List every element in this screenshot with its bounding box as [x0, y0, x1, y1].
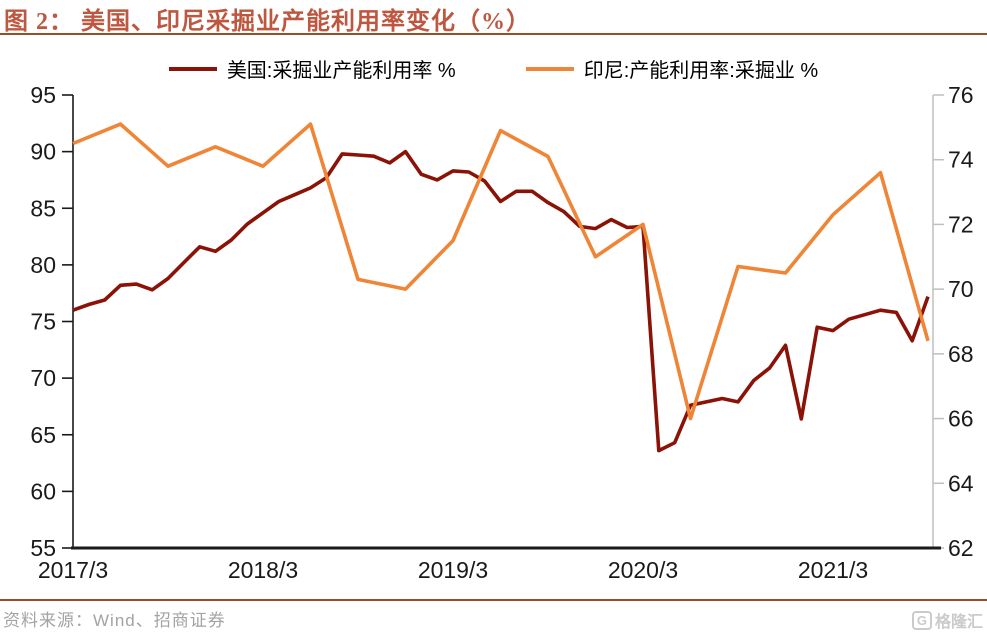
right-axis-tick-label: 76 [948, 82, 974, 108]
chart-legend: 美国:采掘业产能利用率 % 印尼:产能利用率:采掘业 % [0, 54, 987, 83]
right-y-axis: 62 64 66 68 70 72 74 76 [932, 82, 974, 561]
figure-title: 图 2： 美国、印尼采掘业产能利用率变化（%） [4, 9, 531, 35]
left-axis-tick-label: 85 [30, 195, 56, 221]
logo-g-icon: G [911, 610, 932, 630]
x-axis: 2017/3 2018/3 2019/3 2020/3 2021/3 [38, 546, 941, 583]
right-axis-tick-label: 64 [948, 470, 974, 496]
x-axis-tick-label: 2017/3 [38, 557, 108, 583]
left-axis-tick-label: 55 [30, 535, 56, 561]
left-axis-tick-label: 90 [30, 139, 56, 165]
left-axis-tick-label: 80 [30, 252, 56, 278]
indonesia-series-line [72, 122, 930, 421]
legend-label-us: 美国:采掘业产能利用率 % [226, 60, 456, 82]
logo-label: 格隆汇 [934, 614, 983, 631]
us-series-line [72, 149, 930, 453]
x-axis-tick-label: 2019/3 [418, 557, 488, 583]
left-axis-tick-label: 75 [30, 309, 56, 335]
legend-label-indonesia: 印尼:产能利用率:采掘业 % [583, 60, 819, 82]
left-axis-tick-label: 60 [30, 478, 56, 504]
right-axis-tick-label: 70 [948, 276, 974, 302]
indonesia-line-swatch [525, 66, 574, 71]
x-axis-tick-label: 2020/3 [608, 557, 678, 583]
legend-item-us: 美国:采掘业产能利用率 % [168, 54, 456, 83]
left-axis-tick-label: 70 [30, 365, 56, 391]
right-axis-tick-label: 68 [948, 341, 974, 367]
right-axis-tick-label: 72 [948, 211, 974, 237]
title-divider [0, 33, 987, 35]
legend-item-indonesia: 印尼:产能利用率:采掘业 % [525, 54, 819, 83]
footer-divider [0, 599, 987, 601]
us-line-swatch [168, 66, 217, 71]
right-axis-tick-label: 74 [948, 147, 974, 173]
left-axis-tick-label: 65 [30, 422, 56, 448]
left-y-axis: 55 60 65 70 75 80 85 90 95 [30, 82, 74, 561]
left-axis-tick-label: 95 [30, 82, 56, 108]
right-axis-tick-label: 66 [948, 406, 974, 432]
x-axis-tick-label: 2021/3 [798, 557, 868, 583]
gelonghui-logo: G 格隆汇 [911, 608, 983, 632]
x-axis-tick-label: 2018/3 [228, 557, 298, 583]
data-source-note: 资料来源：Wind、招商证券 [3, 611, 226, 630]
right-axis-tick-label: 62 [948, 535, 974, 561]
